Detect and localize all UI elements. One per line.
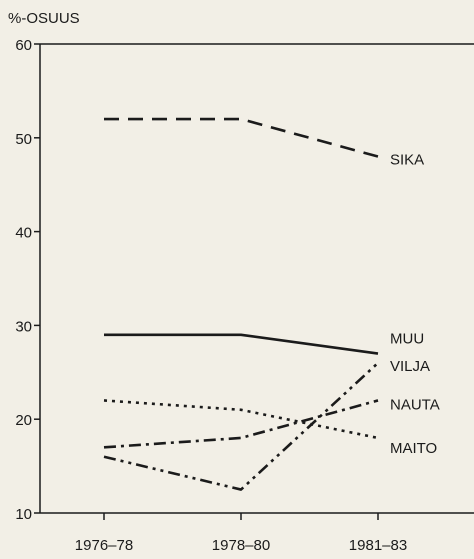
x-tick-label: 1976–78 xyxy=(75,537,133,554)
x-tick-label: 1981–83 xyxy=(349,537,407,554)
series-line-maito xyxy=(103,399,379,440)
y-tick-label: 10 xyxy=(15,506,32,523)
series-label-muu: MUU xyxy=(390,331,424,348)
y-axis-ticks: 10 20 30 40 50 60 xyxy=(15,37,40,523)
x-axis-ticks: 1976–78 1978–80 1981–83 xyxy=(75,513,407,554)
y-tick-label: 60 xyxy=(15,37,32,54)
y-axis-label: %-OSUUS xyxy=(8,10,80,27)
series-label-nauta: NAUTA xyxy=(390,396,440,413)
y-tick-label: 50 xyxy=(15,131,32,148)
series-label-maito: MAITO xyxy=(390,440,437,457)
series-line-sika xyxy=(104,117,379,158)
x-tick-label: 1978–80 xyxy=(212,537,270,554)
series-label-vilja: VILJA xyxy=(390,358,430,375)
y-tick-label: 20 xyxy=(15,412,32,429)
series-line-nauta xyxy=(103,399,379,449)
y-tick-label: 40 xyxy=(15,225,32,242)
series-lines xyxy=(103,117,379,491)
y-tick-label: 30 xyxy=(15,318,32,335)
series-labels: SIKA MUU VILJA NAUTA MAITO xyxy=(390,152,440,457)
series-label-sika: SIKA xyxy=(390,152,424,169)
series-line-vilja xyxy=(103,361,379,491)
series-line-muu xyxy=(104,333,379,355)
